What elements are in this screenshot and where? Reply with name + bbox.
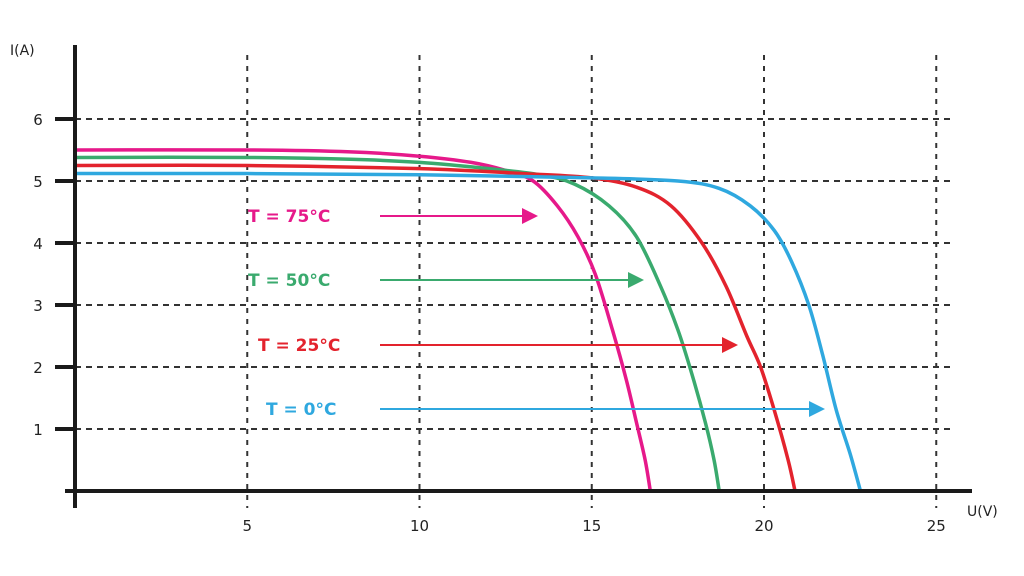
series-curve xyxy=(73,148,653,493)
y-axis-label: I(A) xyxy=(10,43,35,59)
grid-lines xyxy=(75,55,955,508)
y-tick-label: 2 xyxy=(33,359,43,377)
x-tick-label: 5 xyxy=(242,517,252,535)
legend-label: T = 0°C xyxy=(266,400,336,420)
arrow-head-icon xyxy=(522,208,538,224)
y-tick-label: 4 xyxy=(33,235,43,253)
legend-label: T = 75°C xyxy=(248,207,330,227)
x-tick-label: 20 xyxy=(754,517,773,535)
y-tick-label: 6 xyxy=(33,111,43,129)
y-ticks: 1 2 3 4 5 6 xyxy=(33,111,75,439)
x-tick-label: 15 xyxy=(582,517,601,535)
x-tick-label: 10 xyxy=(410,517,429,535)
y-tick-label: 5 xyxy=(33,173,43,191)
series-curves xyxy=(73,148,863,493)
x-tick-label: 25 xyxy=(927,517,946,535)
arrow-head-icon xyxy=(809,401,825,417)
arrow-head-icon xyxy=(722,337,738,353)
legend: T = 75°C T = 50°C T = 25°C T = 0°C xyxy=(248,207,825,420)
y-tick-label: 3 xyxy=(33,297,43,315)
x-ticks: 5 10 15 20 25 xyxy=(242,517,945,535)
legend-label: T = 50°C xyxy=(248,271,330,291)
y-tick-label: 1 xyxy=(33,421,43,439)
series-curve xyxy=(73,171,863,493)
arrow-head-icon xyxy=(628,272,644,288)
axes xyxy=(65,45,972,508)
legend-label: T = 25°C xyxy=(258,336,340,356)
x-axis-label: U(V) xyxy=(967,504,998,520)
series-curve xyxy=(73,155,721,493)
series-curve xyxy=(73,163,797,493)
